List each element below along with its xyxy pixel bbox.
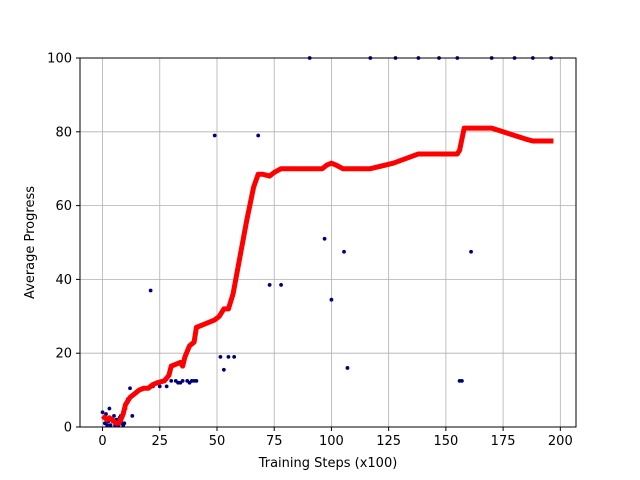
scatter-point-23 — [130, 414, 135, 418]
x-tick-label-3: 75 — [266, 434, 283, 449]
scatter-point-42 — [232, 354, 237, 359]
scatter-point-43 — [256, 133, 261, 138]
line-series — [100, 125, 554, 426]
y-axis-label: Average Progress — [23, 186, 38, 299]
scatter-point-37 — [194, 378, 199, 383]
scatter-point-27 — [164, 384, 169, 389]
x-tick-label-0: 0 — [98, 434, 106, 449]
scatter-point-4 — [105, 423, 110, 428]
scatter-point-49 — [342, 249, 346, 254]
y-tick-label-5: 100 — [47, 52, 72, 67]
x-axis-label: Training Steps (x100) — [258, 456, 398, 471]
x-tick-label-2: 50 — [209, 434, 226, 449]
scatter-point-44 — [267, 283, 272, 287]
x-axis: 0 25 50 75 100 125 150 175 200 — [98, 427, 573, 449]
x-tick-label-1: 25 — [151, 434, 168, 449]
scatter-point-10 — [112, 414, 116, 418]
axes-frame — [79, 57, 577, 428]
scatter-point-32 — [180, 378, 185, 383]
scatter-point-57 — [459, 378, 464, 383]
x-tick-label-6: 150 — [433, 434, 458, 449]
scatter-point-39 — [218, 354, 223, 359]
scatter-point-47 — [322, 236, 327, 241]
scatter-point-58 — [469, 249, 473, 254]
y-axis: 0 20 40 60 80 100 — [47, 52, 80, 436]
scatter-point-38 — [212, 133, 217, 138]
scatter-point-50 — [345, 366, 350, 370]
progress-line — [100, 125, 554, 426]
y-tick-label-2: 40 — [55, 273, 72, 288]
scatter-point-48 — [329, 297, 334, 302]
x-tick-label-4: 100 — [319, 434, 344, 449]
grid — [80, 57, 576, 428]
scatter-point-7 — [108, 423, 113, 428]
scatter-point-28 — [169, 378, 174, 383]
y-tick-label-3: 60 — [55, 199, 72, 214]
x-tick-label-8: 200 — [548, 434, 573, 449]
scatter-point-0 — [100, 410, 105, 415]
scatter-point-40 — [221, 367, 226, 372]
scatter-point-24 — [148, 288, 153, 293]
x-tick-label-7: 175 — [491, 434, 516, 449]
scatter-point-26 — [157, 384, 162, 389]
scatter-point-41 — [226, 354, 231, 359]
y-tick-label-0: 0 — [64, 421, 72, 436]
scatter-point-6 — [107, 406, 112, 411]
y-tick-label-1: 20 — [55, 347, 72, 362]
scatter-point-19 — [122, 421, 127, 426]
y-tick-label-4: 80 — [55, 125, 72, 140]
plot-border — [79, 57, 577, 428]
scatter-point-45 — [279, 283, 283, 287]
scatter-point-22 — [128, 386, 132, 391]
x-tick-label-5: 125 — [376, 434, 401, 449]
